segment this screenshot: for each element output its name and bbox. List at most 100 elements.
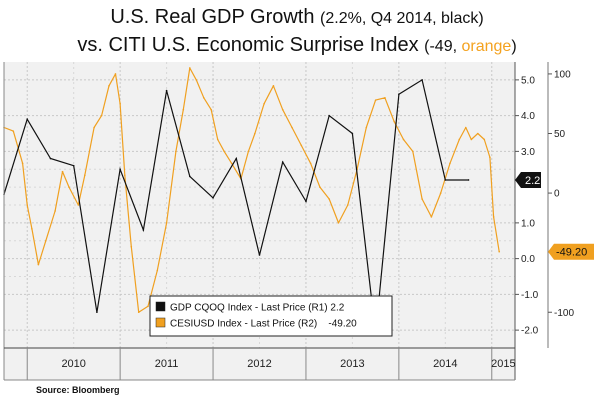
title-line-2-orange-word: orange <box>461 38 512 55</box>
point-cesi <box>61 170 64 173</box>
point-cesi <box>123 174 126 177</box>
title-line-1: U.S. Real GDP Growth (2.2%, Q4 2014, bla… <box>0 4 594 32</box>
point-cesi <box>223 150 225 153</box>
point-cesi <box>328 198 330 200</box>
point-cesi <box>319 186 321 188</box>
point-cesi <box>430 216 433 218</box>
y-tick-label-gdp: 1.0 <box>521 218 535 229</box>
point-cesi <box>492 216 495 218</box>
y-tick-label-cesi: 0 <box>554 189 560 200</box>
point-cesi <box>470 138 473 141</box>
point-cesi <box>439 192 442 194</box>
point-cesi <box>165 222 168 224</box>
point-cesi <box>346 204 349 206</box>
title-line-2-main: vs. CITI U.S. Economic Surprise Index <box>77 34 425 56</box>
y-tick-label-gdp: -2.0 <box>521 326 539 337</box>
x-tick-label: 2013 <box>340 358 364 370</box>
x-tick-label: 2015 <box>491 358 515 370</box>
point-gdp <box>281 161 284 163</box>
y-tick-label-gdp: -1.0 <box>521 290 539 301</box>
point-cesi <box>374 99 377 101</box>
title-line-2-paren-open: (-49, <box>424 38 462 55</box>
y-tick-label-gdp: 3.0 <box>521 147 535 158</box>
point-gdp <box>328 114 330 117</box>
point-cesi <box>93 126 95 129</box>
point-cesi <box>230 162 233 165</box>
point-gdp <box>444 179 447 181</box>
x-tick-label: 2012 <box>247 358 271 370</box>
legend-label-cesi: CESIUSD Index - Last Price (R2) -49.20 <box>170 319 357 330</box>
point-gdp <box>351 132 354 135</box>
point-cesi <box>216 138 219 141</box>
y-tick-label-gdp: 5.0 <box>521 75 535 86</box>
title-line-2: vs. CITI U.S. Economic Surprise Index (-… <box>0 32 594 60</box>
point-gdp <box>421 79 423 81</box>
grid-lines <box>4 62 515 348</box>
last-value-labels: 2.2 -49.20 <box>515 171 594 260</box>
point-cesi <box>309 162 312 165</box>
point-gdp <box>49 157 52 160</box>
point-gdp <box>305 200 307 203</box>
point-gdp <box>398 93 400 95</box>
point-cesi <box>54 210 56 212</box>
point-gdp <box>119 168 121 171</box>
point-cesi <box>449 162 451 165</box>
point-cesi <box>175 150 177 153</box>
title-line-1-main: U.S. Real GDP Growth <box>110 6 321 28</box>
point-gdp <box>26 118 29 120</box>
y-tick-label-cesi: 100 <box>554 69 571 80</box>
point-cesi <box>263 102 265 105</box>
point-cesi <box>477 132 479 135</box>
point-cesi <box>464 126 467 129</box>
y-tick-label-gdp: 0.0 <box>521 254 535 265</box>
point-cesi <box>31 228 33 230</box>
last-label-gdp-box <box>515 171 541 188</box>
series-line-cesi <box>3 67 500 313</box>
point-cesi <box>84 174 86 177</box>
x-tick-label: 2014 <box>433 358 457 370</box>
point-cesi <box>272 85 275 87</box>
legend-box <box>149 295 393 337</box>
point-cesi <box>291 126 293 129</box>
point-gdp <box>96 311 98 314</box>
point-gdp <box>189 175 191 178</box>
x-tick-label: 2010 <box>61 358 85 370</box>
point-cesi <box>489 156 491 159</box>
y-tick-label-cesi: -100 <box>554 308 574 319</box>
last-label-cesi-box <box>548 243 594 260</box>
point-cesi <box>195 79 198 81</box>
point-cesi <box>12 130 15 132</box>
point-cesi <box>100 114 103 117</box>
point-gdp <box>142 229 145 231</box>
last-label-cesi: -49.20 <box>556 247 587 259</box>
point-cesi <box>300 144 303 147</box>
chart-title: U.S. Real GDP Growth (2.2%, Q4 2014, bla… <box>0 4 594 60</box>
point-cesi <box>21 162 24 165</box>
point-cesi <box>37 263 40 266</box>
point-cesi <box>156 269 159 272</box>
point-gdp <box>258 254 261 256</box>
legend: GDP CQOQ Index - Last Price (R1) 2.2 CESI… <box>149 295 393 337</box>
point-cesi <box>114 73 117 75</box>
x-tick-label: 2011 <box>155 358 179 370</box>
title-line-1-paren: (2.2%, Q4 2014, black) <box>320 10 484 27</box>
point-cesi <box>26 204 29 206</box>
point-cesi <box>210 108 212 111</box>
point-cesi <box>68 186 70 188</box>
point-cesi <box>337 222 340 224</box>
point-cesi <box>77 204 80 206</box>
point-cesi <box>202 96 205 99</box>
series-layer <box>3 67 501 335</box>
point-cesi <box>254 132 256 135</box>
point-cesi <box>393 120 396 123</box>
point-gdp <box>165 89 168 92</box>
point-cesi <box>45 239 47 242</box>
chart-area: 5.0 4.0 3.0 1.0 0.0 -1.0 -2.0 100 50 0 -100 2010 201… <box>0 58 594 385</box>
point-gdp <box>212 197 214 199</box>
point-cesi <box>498 250 501 253</box>
title-line-2-paren-close: ) <box>511 38 517 55</box>
point-cesi <box>247 150 250 153</box>
point-gdp <box>235 157 238 160</box>
point-cesi <box>108 85 110 87</box>
point-cesi <box>402 138 405 141</box>
